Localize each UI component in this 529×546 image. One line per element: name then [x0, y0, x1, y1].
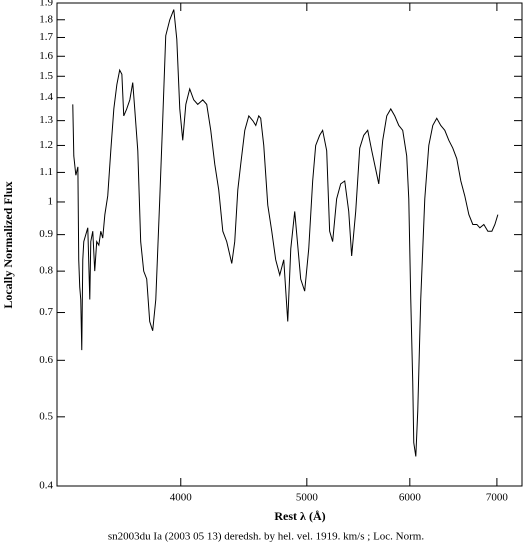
- y-tick-label: 1.4: [39, 91, 53, 103]
- y-tick-label: 1.5: [39, 70, 53, 82]
- y-tick-label: 1.3: [39, 114, 53, 126]
- y-tick-label: 1.9: [39, 0, 53, 9]
- y-tick-label: 0.4: [39, 480, 53, 492]
- y-tick-label: 1: [48, 195, 54, 207]
- y-tick-label: 1.2: [39, 139, 53, 151]
- x-tick-label: 4000: [170, 492, 193, 504]
- y-tick-label: 1.6: [39, 50, 53, 62]
- y-tick-label: 0.9: [39, 228, 53, 240]
- plot-frame: [56, 2, 523, 487]
- y-tick-label: 0.8: [39, 265, 53, 277]
- y-tick-label: 1.1: [39, 166, 53, 178]
- spectrum-line: [72, 9, 499, 457]
- y-tick-label: 0.7: [39, 306, 53, 318]
- x-axis-label: Rest λ (Å): [274, 509, 325, 523]
- y-tick-label: 1.7: [39, 31, 53, 43]
- y-tick-label: 1.8: [39, 13, 53, 25]
- y-axis-label: Locally Normalized Flux: [1, 181, 15, 308]
- y-tick-label: 0.6: [39, 354, 53, 366]
- caption: sn2003du Ia (2003 05 13) deredsh. by hel…: [108, 531, 424, 543]
- y-tick-label: 0.5: [39, 410, 53, 422]
- x-tick-label: 6000: [399, 492, 422, 504]
- x-tick-label: 5000: [296, 492, 319, 504]
- x-tick-label: 7000: [486, 492, 509, 504]
